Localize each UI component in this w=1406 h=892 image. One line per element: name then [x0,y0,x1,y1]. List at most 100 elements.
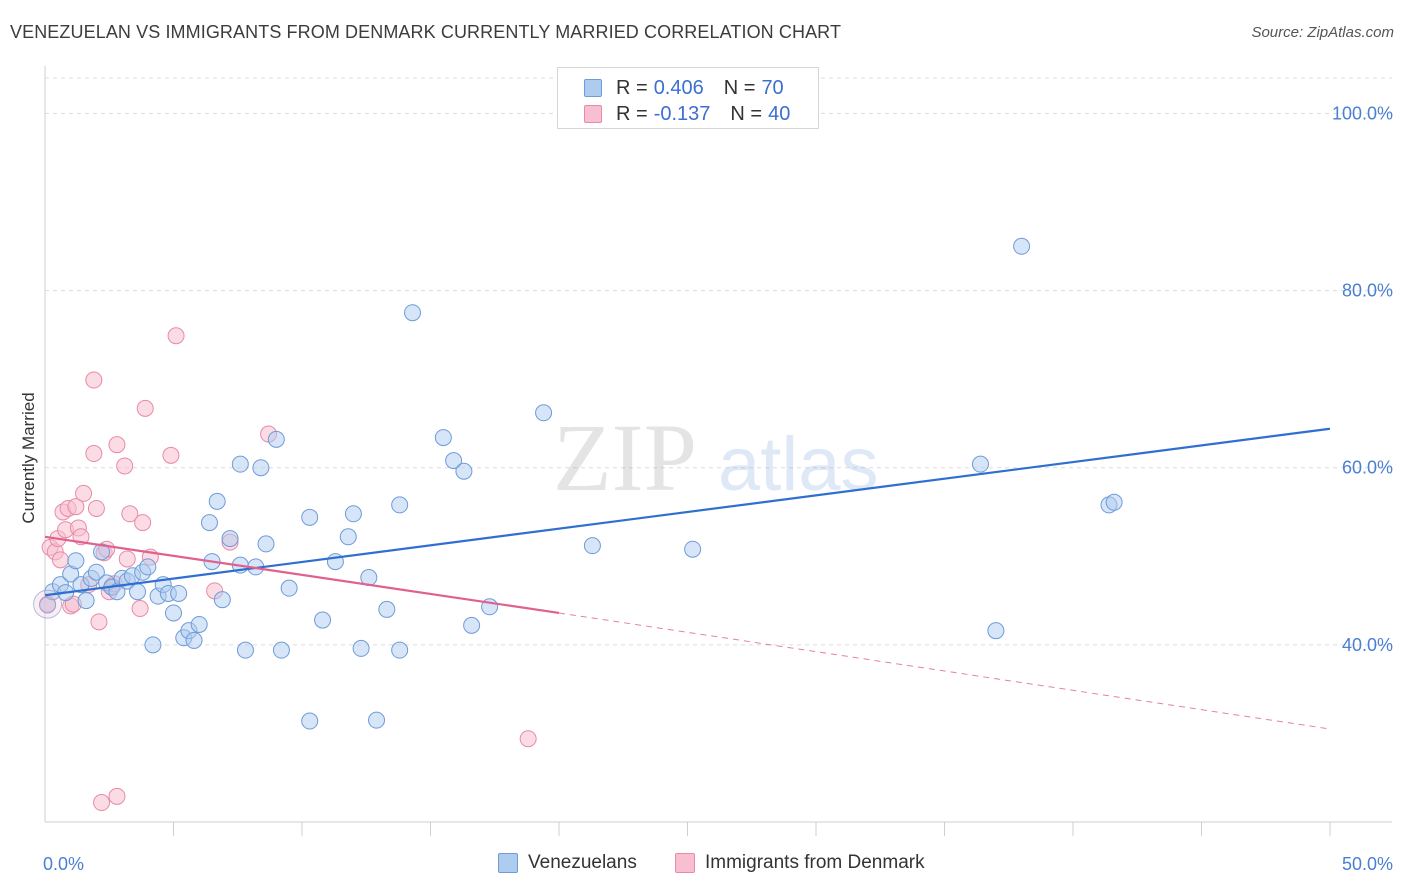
data-point-venezuelans [314,611,332,629]
legend-item-venezuelans[interactable]: Venezuelans [498,852,637,874]
grid-layer [45,77,1392,646]
data-point-venezuelans [139,558,157,576]
y-axis-label: Currently Married [19,392,38,523]
watermark-zip: ZIP [553,404,697,511]
y-tick-label: 40.0% [1342,635,1393,655]
data-point-venezuelans [213,591,231,609]
data-point-denmark [136,399,154,417]
data-point-venezuelans [165,604,182,622]
legend-swatch-pink [584,105,602,123]
legend-swatch-denmark [675,853,695,873]
data-point-venezuelans [252,459,270,477]
data-point-venezuelans [352,639,370,657]
data-point-denmark [90,613,108,631]
legend-n-value: 40 [768,102,791,125]
data-point-denmark [85,445,103,463]
data-point-venezuelans [339,528,357,546]
data-point-venezuelans [208,492,226,510]
watermark: ZIP atlas [553,404,879,511]
series-venezuelans [33,237,1123,730]
legend-n-value: 70 [761,76,784,99]
data-point-denmark [131,600,149,618]
data-point-denmark [75,484,93,502]
data-point-venezuelans [455,462,473,480]
data-point-venezuelans [391,641,409,659]
data-point-venezuelans [344,505,362,523]
y-tick-label: 60.0% [1342,458,1393,478]
data-point-venezuelans [535,404,553,422]
chart-title: VENEZUELAN VS IMMIGRANTS FROM DENMARK CU… [10,22,842,42]
data-point-venezuelans [391,496,409,514]
data-point-denmark [93,794,111,812]
data-point-venezuelans [301,712,319,730]
data-point-denmark [67,498,85,516]
x-tick-label: 50.0% [1342,854,1393,874]
data-point-venezuelans [971,455,989,473]
legend-label-denmark: Immigrants from Denmark [705,852,925,873]
y-tick-label: 80.0% [1342,281,1393,301]
trend-lines [44,427,1331,730]
data-point-denmark [85,371,103,389]
data-point-venezuelans [67,552,85,570]
legend-r-value: 0.406 [653,76,704,99]
series-legend: Venezuelans Immigrants from Denmark [0,852,1406,878]
data-point-venezuelans [368,711,386,729]
data-point-venezuelans [301,508,319,526]
y-tick-label: 100.0% [1332,103,1393,123]
legend-label-venezuelans: Venezuelans [528,852,637,873]
legend-n-label: N = [723,76,756,99]
data-point-venezuelans [200,514,218,532]
data-point-venezuelans [190,615,208,633]
data-point-denmark [87,499,105,517]
data-point-denmark [51,551,69,569]
data-point-venezuelans [272,641,290,659]
data-point-venezuelans [257,535,275,553]
tick-labels: 40.0% 60.0% 80.0% 100.0% 0.0% 50.0% [43,103,1393,874]
data-point-venezuelans [1013,237,1031,255]
data-point-venezuelans [280,579,298,597]
data-point-venezuelans [684,540,702,558]
data-point-venezuelans [170,584,188,602]
data-point-venezuelans [231,455,249,473]
legend-swatch-blue [584,79,602,97]
data-point-denmark [118,550,136,568]
data-point-venezuelans [434,429,452,447]
data-point-venezuelans [93,543,111,561]
legend-row-denmark: R = -0.137 N = 40 [584,102,790,126]
data-point-denmark [116,457,134,475]
legend-row-venezuelans: R = 0.406 N = 70 [584,76,784,100]
data-point-venezuelans [404,304,422,322]
watermark-atlas: atlas [718,422,879,507]
legend-item-denmark[interactable]: Immigrants from Denmark [675,852,925,874]
data-point-venezuelans [267,430,285,448]
series-immigrants-from-denmark [39,327,537,812]
legend-r-value: -0.137 [653,102,711,125]
data-point-denmark [167,327,185,345]
data-point-venezuelans [463,616,481,634]
legend-r-label: R = [616,102,648,125]
data-point-denmark [162,446,180,464]
legend-r-label: R = [616,76,648,99]
data-point-venezuelans [378,600,396,618]
data-point-venezuelans [236,641,254,659]
data-point-denmark [121,505,139,523]
x-tick-label: 0.0% [43,854,84,874]
data-point-venezuelans [1105,493,1123,511]
correlation-legend: R = 0.406 N = 70 R = -0.137 N = 40 [557,67,819,129]
data-point-denmark [108,787,126,805]
data-point-venezuelans [185,631,203,649]
chart-source: Source: ZipAtlas.com [1251,24,1394,41]
trend-line-denmark [44,535,560,615]
legend-n-label: N = [730,102,763,125]
data-point-venezuelans [987,622,1005,640]
data-point-denmark [134,514,152,532]
legend-swatch-venezuelans [498,853,518,873]
data-point-venezuelans [445,452,463,470]
data-point-venezuelans [129,583,147,601]
data-point-denmark [519,730,537,748]
axes-layer [44,66,1392,836]
data-point-denmark [108,436,126,454]
data-point-venezuelans [583,537,601,555]
trend-line-denmark-extension [558,612,1331,730]
